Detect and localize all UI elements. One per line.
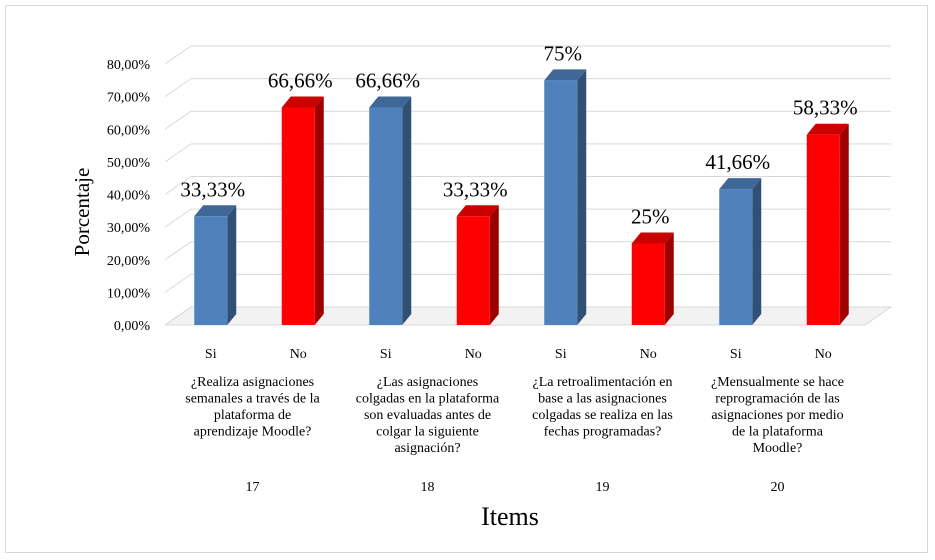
gridline-depth [164,45,192,65]
group-question-line: aprendizaje Moodle? [194,425,312,440]
y-tick-label: 40,00% [107,189,151,204]
bar [194,216,228,325]
group-question-line: fechas programadas? [544,425,662,440]
data-label: 58,33% [793,96,858,120]
group-question-line: asignaciones por medio [711,408,843,423]
gridline-depth [164,208,192,228]
bar-top [194,205,237,217]
bar-top [456,205,499,217]
group-question-line: de la plataforma [732,425,824,440]
y-tick-label: 10,00% [107,286,151,301]
group-question-line: ¿Las asignaciones [377,375,478,390]
x-category-label: Si [380,347,392,362]
gridline-depth [164,78,192,98]
y-tick-label: 0,00% [114,319,151,334]
group-item-number: 19 [596,480,610,495]
gridline-depth [164,176,192,195]
bar-top [544,69,587,81]
x-axis-groups: ¿Realiza asignaciones semanales a través … [185,375,844,495]
bar-top [806,123,849,135]
gridline-depth [164,110,192,130]
group-question-line: plataforma de [214,408,291,423]
bar-side [664,232,674,325]
bar-top [631,232,674,244]
y-tick-label: 50,00% [107,156,151,171]
data-labels: 33,33% 66,66% 66,66% 33,33% 75% 25% 41,66% 58,3… [180,41,857,228]
bar [281,107,315,325]
group-question-line: base a las asignaciones [538,392,667,407]
bar-side [227,205,237,325]
gridline-depth [164,241,192,261]
gridline-depth [164,306,192,326]
x-axis-title: Items [481,502,539,531]
chart-frame [5,5,928,553]
data-label: 66,66% [268,69,333,93]
y-axis-ticks: 0,00% 10,00% 20,00% 30,00% 40,00% 50,00% 60,00… [107,58,151,334]
group-question-line: son evaluadas antes de [364,408,491,423]
bar-side [577,69,587,325]
x-category-label: No [290,347,307,362]
data-label: 75% [544,41,583,65]
bar [631,243,665,325]
group-item-number: 18 [421,480,435,495]
chart-floor [163,306,893,326]
bars [194,69,849,326]
bar-side [839,123,849,326]
group-question-line: colgadas en la plataforma [356,392,500,407]
data-label: 33,33% [443,177,508,201]
gridline-depth [164,273,192,293]
y-tick-label: 60,00% [107,123,151,138]
bar-top [369,96,412,108]
group-question-line: reprogramación de las [715,392,839,407]
group-question-line: colgadas se realiza en las [532,408,673,423]
group-question-line: colgar la siguiente [376,425,479,440]
data-label: 25% [631,204,670,228]
data-label: 41,66% [705,150,770,174]
bar-side [752,178,762,325]
y-axis-title: Porcentaje [70,168,94,257]
group-question-line: ¿Mensualmente se hace [711,375,844,390]
bar [719,189,753,325]
data-label: 33,33% [180,177,245,201]
bar-side [402,96,412,325]
group-item-number: 17 [246,480,260,495]
x-category-label: Si [730,347,742,362]
bar-top [281,96,324,108]
x-category-label: Si [555,347,567,362]
gridline-depth [164,143,192,163]
bar [456,216,490,325]
bar-side [314,96,324,325]
x-category-label: Si [205,347,217,362]
bar [806,134,840,325]
bar-side [489,205,499,325]
x-category-label: No [640,347,657,362]
y-tick-label: 20,00% [107,254,151,269]
data-label: 66,66% [355,69,420,93]
group-question-line: ¿La retroalimentación en [533,375,673,390]
y-tick-label: 80,00% [107,58,151,73]
group-question-line: ¿Realiza asignaciones [191,375,314,390]
bar-top [719,178,762,190]
group-question-line: asignación? [394,441,460,456]
bar [544,80,578,325]
y-tick-label: 70,00% [107,91,151,106]
x-axis-categories: Si No Si No Si No Si No [205,347,832,362]
x-category-label: No [815,347,832,362]
x-category-label: No [465,347,482,362]
group-question-line: semanales a través de la [185,392,320,407]
bar [369,107,403,325]
group-question-line: Moodle? [753,441,803,456]
y-tick-label: 30,00% [107,221,151,236]
group-item-number: 20 [771,480,785,495]
